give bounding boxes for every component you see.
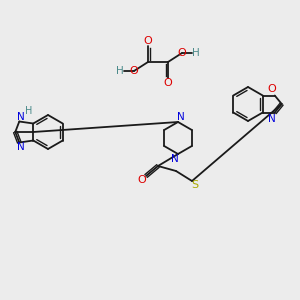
- Text: N: N: [17, 142, 25, 152]
- Text: S: S: [191, 180, 199, 190]
- Text: N: N: [268, 113, 276, 124]
- Text: O: O: [267, 85, 276, 94]
- Text: O: O: [130, 66, 138, 76]
- Text: O: O: [164, 78, 172, 88]
- Text: O: O: [138, 175, 146, 185]
- Text: N: N: [17, 112, 25, 122]
- Text: H: H: [116, 66, 124, 76]
- Text: N: N: [171, 154, 179, 164]
- Text: H: H: [25, 106, 32, 116]
- Text: N: N: [177, 112, 185, 122]
- Text: H: H: [192, 48, 200, 58]
- Text: O: O: [178, 48, 186, 58]
- Text: O: O: [144, 36, 152, 46]
